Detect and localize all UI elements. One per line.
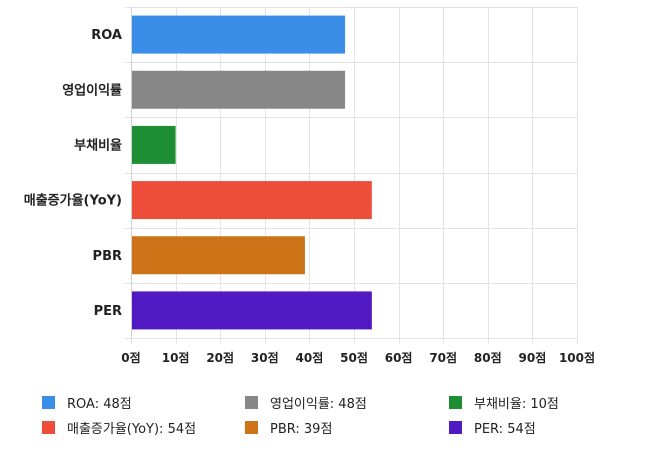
x-tick-label: 30점 (251, 350, 279, 365)
legend-label: ROA: 48점 (67, 396, 132, 412)
bar[interactable] (132, 125, 176, 164)
bar[interactable] (132, 236, 305, 275)
legend-label: PER: 54점 (474, 421, 536, 437)
legend-item[interactable]: ROA: 48점 (42, 392, 132, 412)
category-label: PER (94, 304, 122, 319)
x-tick-label: 0점 (121, 350, 140, 365)
x-tick-label: 50점 (340, 350, 368, 365)
x-tick-label: 60점 (385, 350, 413, 365)
x-tick-label: 100점 (559, 350, 595, 365)
category-label: 매출증가율(YoY) (24, 193, 122, 209)
category-label: 영업이익률 (62, 82, 122, 98)
legend-label: 영업이익률: 48점 (270, 396, 367, 412)
legend-swatch (449, 395, 462, 409)
legend-swatch (245, 420, 258, 434)
x-tick-label: 20점 (206, 350, 234, 365)
bar[interactable] (132, 70, 346, 109)
legend-label: 부채비율: 10점 (474, 396, 559, 412)
legend-item[interactable]: 매출증가율(YoY): 54점 (42, 417, 196, 437)
legend-item[interactable]: 영업이익률: 48점 (245, 392, 367, 412)
bar[interactable] (132, 291, 372, 330)
x-tick-label: 70점 (429, 350, 457, 365)
category-label: 부채비율 (74, 137, 122, 153)
x-tick-label: 80점 (474, 350, 502, 365)
legend-item[interactable]: PER: 54점 (449, 417, 536, 437)
legend-swatch (42, 420, 55, 434)
x-tick-label: 10점 (162, 350, 190, 365)
category-label: ROA (91, 28, 122, 43)
legend-label: 매출증가율(YoY): 54점 (67, 421, 197, 437)
grid-lines (125, 7, 578, 344)
legend-item[interactable]: 부채비율: 10점 (449, 392, 559, 412)
bars (132, 15, 372, 330)
legend-swatch (245, 395, 258, 409)
legend-swatch (42, 395, 55, 409)
x-tick-label: 40점 (296, 350, 324, 365)
legend-item[interactable]: PBR: 39점 (245, 417, 332, 437)
legend-label: PBR: 39점 (270, 421, 333, 437)
legend-swatch (449, 420, 462, 434)
bar[interactable] (132, 181, 372, 220)
bar[interactable] (132, 15, 346, 54)
x-tick-label: 90점 (519, 350, 547, 365)
category-label: PBR (93, 249, 122, 264)
x-tick-labels: 0점 10점 20점 30점 40점 50점 60점 70점 80점 90점 100점 (121, 350, 595, 365)
